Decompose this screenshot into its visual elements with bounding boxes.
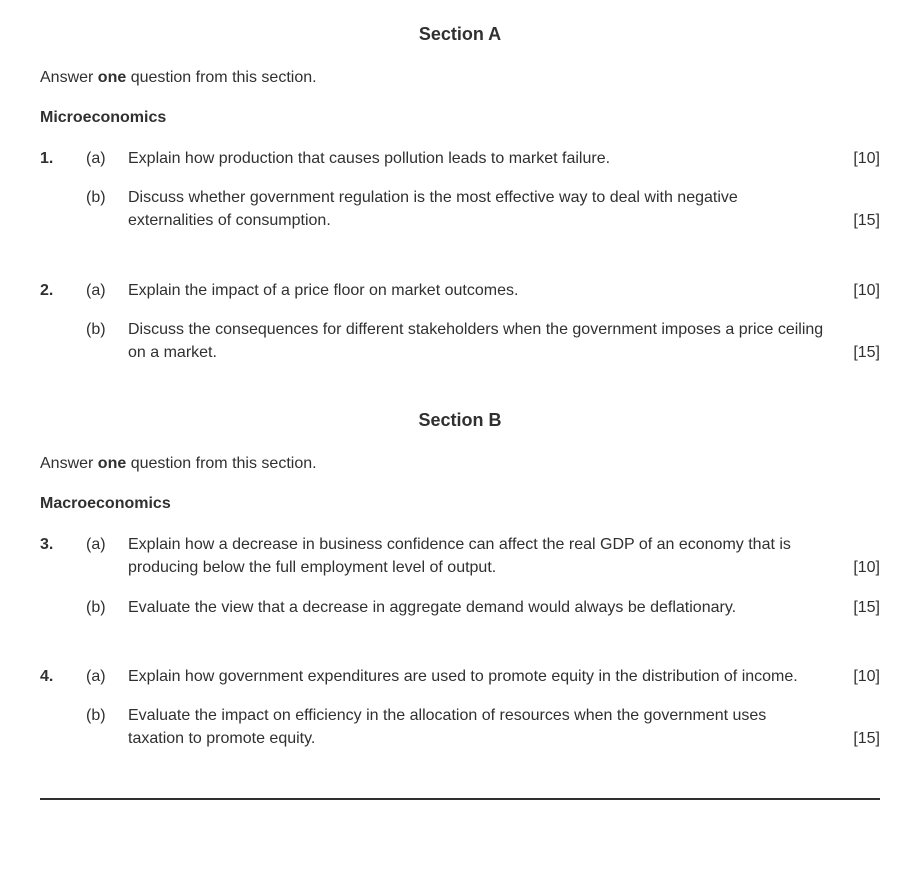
- question-part: 3. (a) Explain how a decrease in busines…: [40, 533, 880, 579]
- part-letter: (a): [86, 147, 128, 170]
- part-letter: (a): [86, 279, 128, 302]
- exam-page: Section A Answer one question from this …: [20, 0, 900, 848]
- part-letter: (b): [86, 704, 128, 727]
- part-text: Discuss the consequences for different s…: [128, 318, 836, 364]
- question-number: 4.: [40, 665, 86, 688]
- question-number: 1.: [40, 147, 86, 170]
- instruction-text: question from this section.: [126, 455, 316, 472]
- question-part: 1. (a) Explain how production that cause…: [40, 147, 880, 170]
- question-part: 4. (a) Explain how government expenditur…: [40, 665, 880, 688]
- part-marks: [10]: [836, 147, 880, 170]
- instruction-bold: one: [98, 455, 126, 472]
- part-marks: [10]: [836, 556, 880, 579]
- part-letter: (a): [86, 665, 128, 688]
- question-part: 2. (a) Explain the impact of a price flo…: [40, 279, 880, 302]
- topic-heading: Macroeconomics: [40, 495, 880, 513]
- question-block: 4. (a) Explain how government expenditur…: [40, 665, 880, 751]
- part-letter: (b): [86, 318, 128, 341]
- section-instruction: Answer one question from this section.: [40, 455, 880, 473]
- part-marks: [15]: [836, 209, 880, 232]
- question-block: 2. (a) Explain the impact of a price flo…: [40, 279, 880, 365]
- section-title: Section B: [40, 410, 880, 431]
- question-number: 2.: [40, 279, 86, 302]
- part-marks: [10]: [836, 665, 880, 688]
- question-part: (b) Evaluate the view that a decrease in…: [40, 596, 880, 619]
- part-marks: [15]: [836, 596, 880, 619]
- question-part: (b) Discuss the consequences for differe…: [40, 318, 880, 364]
- instruction-text: question from this section.: [126, 69, 316, 86]
- part-text: Evaluate the view that a decrease in agg…: [128, 596, 836, 619]
- part-marks: [15]: [836, 341, 880, 364]
- instruction-text: Answer: [40, 69, 98, 86]
- question-part: (b) Evaluate the impact on efficiency in…: [40, 704, 880, 750]
- section-instruction: Answer one question from this section.: [40, 69, 880, 87]
- part-marks: [15]: [836, 727, 880, 750]
- instruction-bold: one: [98, 69, 126, 86]
- part-text: Explain the impact of a price floor on m…: [128, 279, 836, 302]
- part-text: Explain how a decrease in business confi…: [128, 533, 836, 579]
- part-text: Explain how government expenditures are …: [128, 665, 836, 688]
- part-text: Explain how production that causes pollu…: [128, 147, 836, 170]
- question-block: 1. (a) Explain how production that cause…: [40, 147, 880, 233]
- part-letter: (a): [86, 533, 128, 556]
- part-letter: (b): [86, 186, 128, 209]
- question-part: (b) Discuss whether government regulatio…: [40, 186, 880, 232]
- part-letter: (b): [86, 596, 128, 619]
- topic-heading: Microeconomics: [40, 109, 880, 127]
- question-number: 3.: [40, 533, 86, 556]
- end-rule: [40, 798, 880, 800]
- part-text: Evaluate the impact on efficiency in the…: [128, 704, 836, 750]
- instruction-text: Answer: [40, 455, 98, 472]
- question-block: 3. (a) Explain how a decrease in busines…: [40, 533, 880, 619]
- section-title: Section A: [40, 24, 880, 45]
- part-marks: [10]: [836, 279, 880, 302]
- part-text: Discuss whether government regulation is…: [128, 186, 836, 232]
